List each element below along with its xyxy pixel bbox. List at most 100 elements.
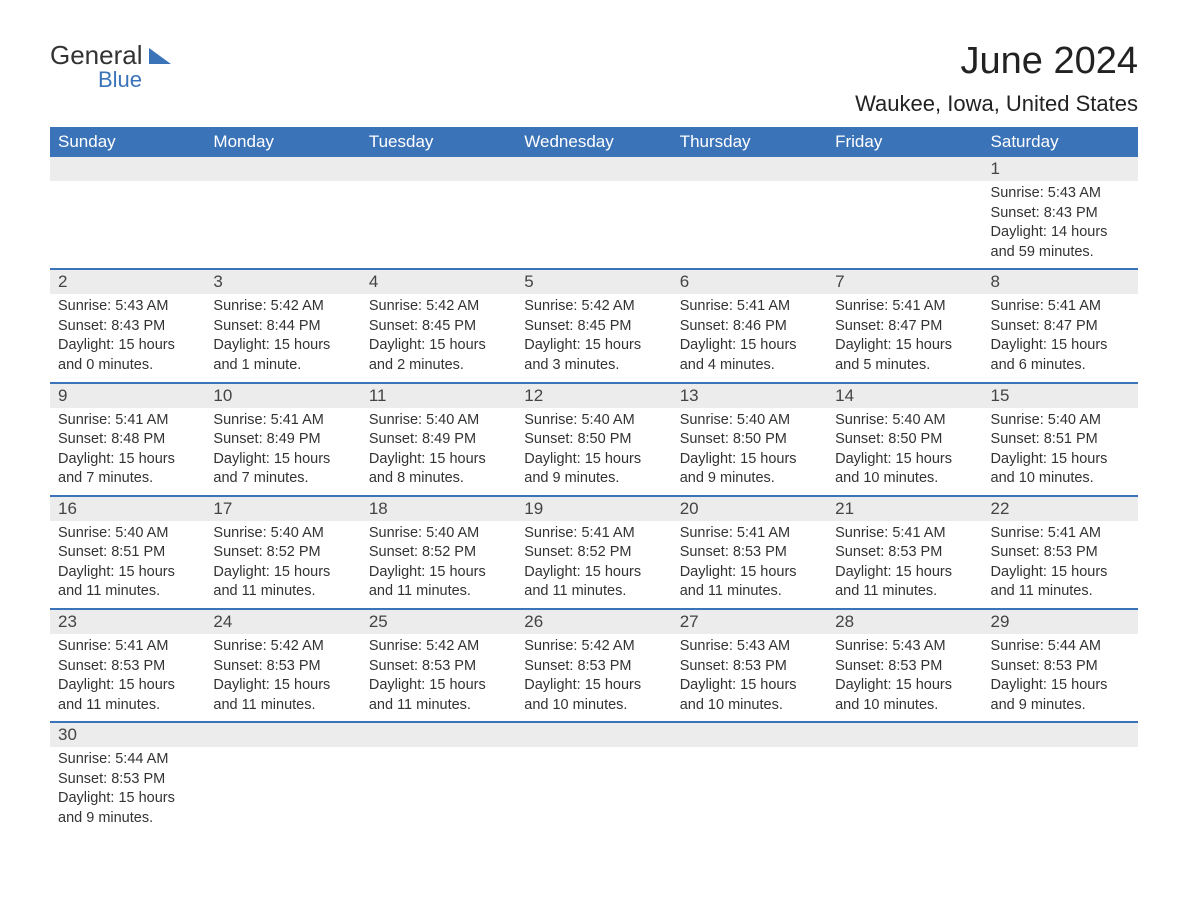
logo: General Blue [50, 40, 171, 93]
day-number-row: 2345678 [50, 269, 1138, 294]
header: General Blue June 2024 Waukee, Iowa, Uni… [50, 40, 1138, 117]
day-number-cell: 20 [672, 496, 827, 521]
weekday-header: Wednesday [516, 127, 671, 157]
day-info-cell [516, 181, 671, 269]
weekday-header: Sunday [50, 127, 205, 157]
day-number-cell [361, 722, 516, 747]
weekday-header: Thursday [672, 127, 827, 157]
day-info-cell: Sunrise: 5:41 AM Sunset: 8:53 PM Dayligh… [50, 634, 205, 722]
day-info-cell: Sunrise: 5:41 AM Sunset: 8:53 PM Dayligh… [827, 521, 982, 609]
day-info-cell [827, 181, 982, 269]
day-number-cell: 3 [205, 269, 360, 294]
day-info-cell [827, 747, 982, 834]
day-number-cell: 14 [827, 383, 982, 408]
day-info-cell: Sunrise: 5:42 AM Sunset: 8:53 PM Dayligh… [205, 634, 360, 722]
day-number-cell: 23 [50, 609, 205, 634]
calendar-table: Sunday Monday Tuesday Wednesday Thursday… [50, 127, 1138, 835]
day-number-row: 30 [50, 722, 1138, 747]
day-number-cell: 1 [983, 157, 1138, 181]
day-number-cell: 7 [827, 269, 982, 294]
title-block: June 2024 Waukee, Iowa, United States [855, 40, 1138, 117]
logo-triangle-icon [149, 48, 171, 64]
location: Waukee, Iowa, United States [855, 91, 1138, 117]
day-number-cell [672, 722, 827, 747]
day-info-row: Sunrise: 5:41 AM Sunset: 8:53 PM Dayligh… [50, 634, 1138, 722]
day-number-row: 1 [50, 157, 1138, 181]
day-number-cell: 25 [361, 609, 516, 634]
day-number-cell [672, 157, 827, 181]
day-info-cell: Sunrise: 5:40 AM Sunset: 8:52 PM Dayligh… [205, 521, 360, 609]
day-number-cell [516, 157, 671, 181]
logo-text-blue: Blue [98, 67, 142, 93]
day-info-cell: Sunrise: 5:42 AM Sunset: 8:45 PM Dayligh… [516, 294, 671, 382]
day-info-cell [50, 181, 205, 269]
day-number-row: 23242526272829 [50, 609, 1138, 634]
day-number-cell [205, 157, 360, 181]
day-info-cell: Sunrise: 5:41 AM Sunset: 8:52 PM Dayligh… [516, 521, 671, 609]
day-number-cell: 6 [672, 269, 827, 294]
day-info-row: Sunrise: 5:43 AM Sunset: 8:43 PM Dayligh… [50, 294, 1138, 382]
day-number-row: 16171819202122 [50, 496, 1138, 521]
day-info-cell: Sunrise: 5:40 AM Sunset: 8:50 PM Dayligh… [672, 408, 827, 496]
day-info-cell: Sunrise: 5:43 AM Sunset: 8:53 PM Dayligh… [672, 634, 827, 722]
day-info-cell [205, 181, 360, 269]
day-number-cell: 2 [50, 269, 205, 294]
day-info-cell: Sunrise: 5:41 AM Sunset: 8:49 PM Dayligh… [205, 408, 360, 496]
day-number-cell: 8 [983, 269, 1138, 294]
day-number-cell: 16 [50, 496, 205, 521]
day-info-cell: Sunrise: 5:40 AM Sunset: 8:49 PM Dayligh… [361, 408, 516, 496]
day-info-cell: Sunrise: 5:42 AM Sunset: 8:45 PM Dayligh… [361, 294, 516, 382]
day-info-cell: Sunrise: 5:42 AM Sunset: 8:53 PM Dayligh… [516, 634, 671, 722]
day-info-row: Sunrise: 5:44 AM Sunset: 8:53 PM Dayligh… [50, 747, 1138, 834]
day-info-cell [672, 181, 827, 269]
day-info-cell [983, 747, 1138, 834]
day-info-row: Sunrise: 5:40 AM Sunset: 8:51 PM Dayligh… [50, 521, 1138, 609]
day-info-cell: Sunrise: 5:42 AM Sunset: 8:44 PM Dayligh… [205, 294, 360, 382]
day-info-cell: Sunrise: 5:43 AM Sunset: 8:43 PM Dayligh… [50, 294, 205, 382]
day-number-cell: 15 [983, 383, 1138, 408]
day-number-cell [50, 157, 205, 181]
day-info-row: Sunrise: 5:43 AM Sunset: 8:43 PM Dayligh… [50, 181, 1138, 269]
day-info-cell [361, 747, 516, 834]
day-info-cell: Sunrise: 5:41 AM Sunset: 8:47 PM Dayligh… [983, 294, 1138, 382]
day-info-row: Sunrise: 5:41 AM Sunset: 8:48 PM Dayligh… [50, 408, 1138, 496]
day-info-cell: Sunrise: 5:41 AM Sunset: 8:53 PM Dayligh… [983, 521, 1138, 609]
day-info-cell [672, 747, 827, 834]
day-info-cell: Sunrise: 5:41 AM Sunset: 8:48 PM Dayligh… [50, 408, 205, 496]
day-number-cell [983, 722, 1138, 747]
day-number-cell: 21 [827, 496, 982, 521]
day-number-cell: 19 [516, 496, 671, 521]
weekday-header: Monday [205, 127, 360, 157]
day-info-cell [205, 747, 360, 834]
day-info-cell: Sunrise: 5:43 AM Sunset: 8:43 PM Dayligh… [983, 181, 1138, 269]
day-number-cell: 28 [827, 609, 982, 634]
day-number-cell: 10 [205, 383, 360, 408]
day-info-cell: Sunrise: 5:40 AM Sunset: 8:51 PM Dayligh… [983, 408, 1138, 496]
day-number-cell: 9 [50, 383, 205, 408]
day-number-row: 9101112131415 [50, 383, 1138, 408]
day-number-cell [827, 722, 982, 747]
day-number-cell: 18 [361, 496, 516, 521]
day-number-cell: 12 [516, 383, 671, 408]
day-info-cell: Sunrise: 5:42 AM Sunset: 8:53 PM Dayligh… [361, 634, 516, 722]
weekday-header: Friday [827, 127, 982, 157]
day-info-cell: Sunrise: 5:44 AM Sunset: 8:53 PM Dayligh… [50, 747, 205, 834]
day-number-cell: 27 [672, 609, 827, 634]
day-info-cell: Sunrise: 5:40 AM Sunset: 8:50 PM Dayligh… [827, 408, 982, 496]
day-number-cell: 22 [983, 496, 1138, 521]
day-number-cell: 24 [205, 609, 360, 634]
weekday-header-row: Sunday Monday Tuesday Wednesday Thursday… [50, 127, 1138, 157]
weekday-header: Saturday [983, 127, 1138, 157]
day-info-cell: Sunrise: 5:40 AM Sunset: 8:52 PM Dayligh… [361, 521, 516, 609]
day-number-cell: 29 [983, 609, 1138, 634]
day-info-cell: Sunrise: 5:40 AM Sunset: 8:51 PM Dayligh… [50, 521, 205, 609]
day-info-cell: Sunrise: 5:40 AM Sunset: 8:50 PM Dayligh… [516, 408, 671, 496]
day-info-cell: Sunrise: 5:41 AM Sunset: 8:53 PM Dayligh… [672, 521, 827, 609]
day-info-cell: Sunrise: 5:41 AM Sunset: 8:47 PM Dayligh… [827, 294, 982, 382]
day-number-cell [205, 722, 360, 747]
day-number-cell [827, 157, 982, 181]
day-info-cell: Sunrise: 5:41 AM Sunset: 8:46 PM Dayligh… [672, 294, 827, 382]
day-number-cell: 13 [672, 383, 827, 408]
day-number-cell: 11 [361, 383, 516, 408]
day-number-cell [361, 157, 516, 181]
